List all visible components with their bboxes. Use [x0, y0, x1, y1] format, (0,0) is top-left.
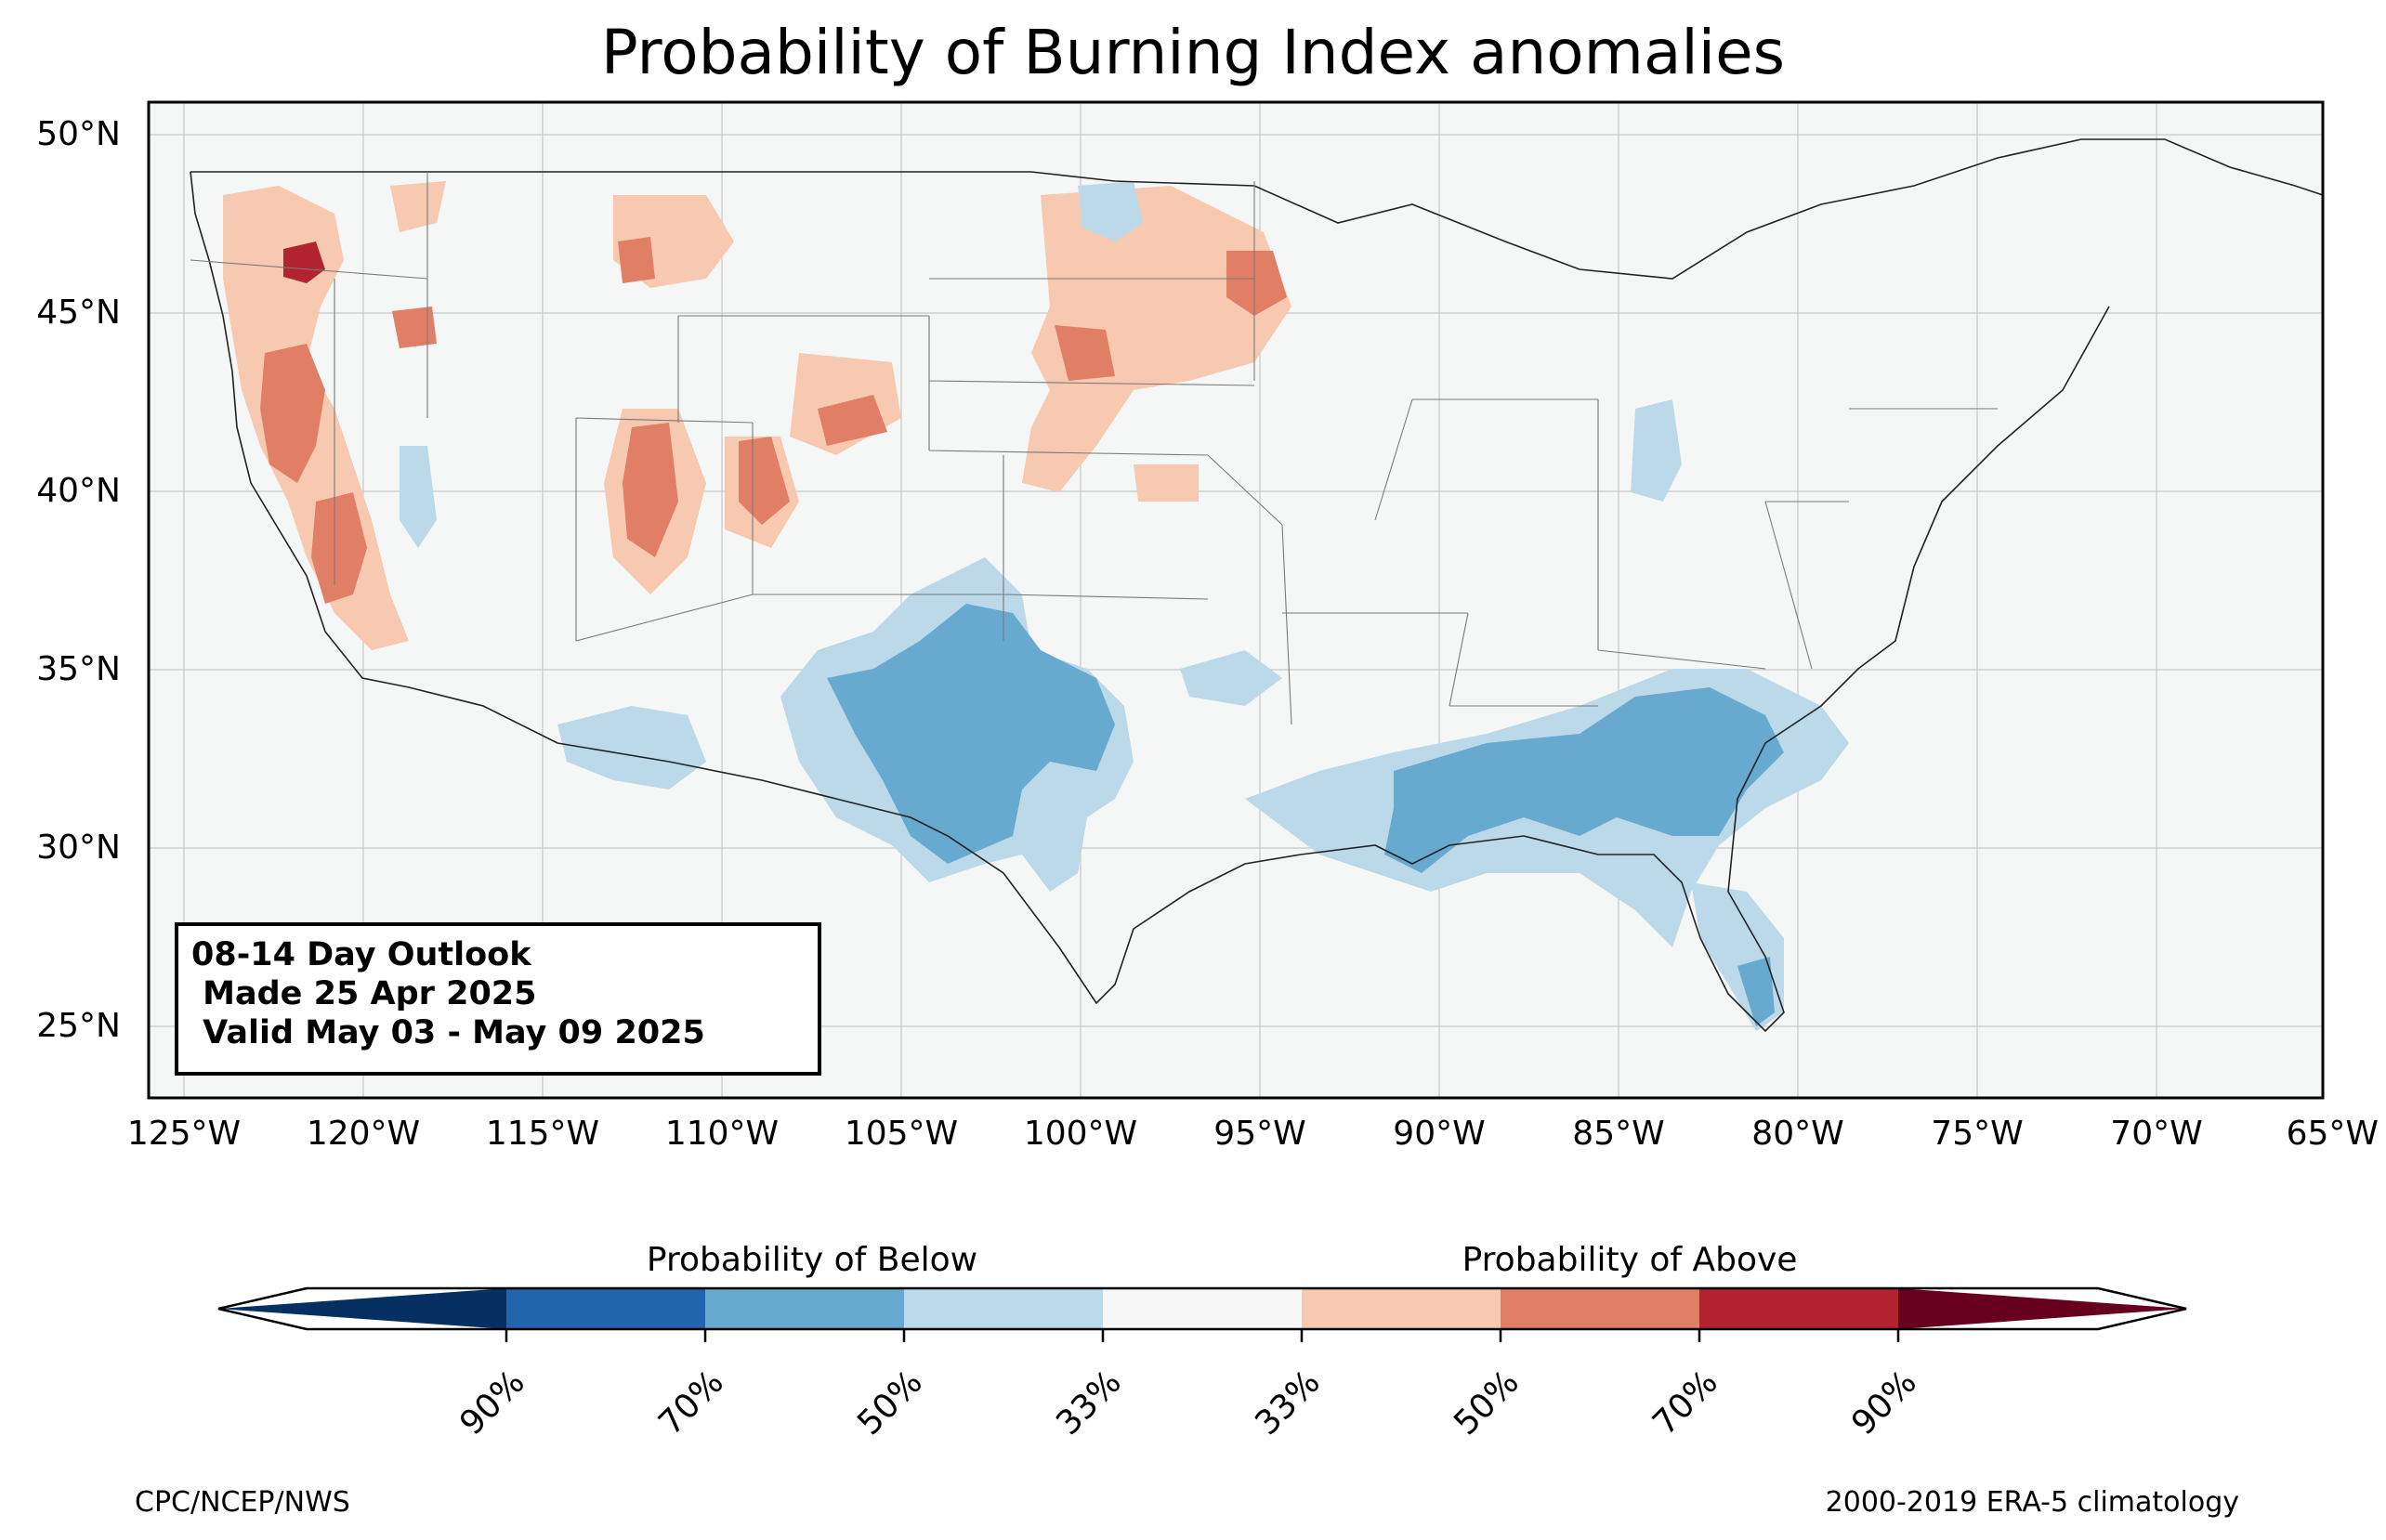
footer-source: CPC/NCEP/NWS: [135, 1486, 350, 1519]
below-33-north-dakota: [1078, 181, 1143, 241]
state-lines: [190, 172, 1998, 725]
colorbar-segment-7: [1699, 1288, 1898, 1329]
lat-label-25: 25°N: [36, 1007, 121, 1045]
lat-label-30: 30°N: [36, 829, 121, 867]
colorbar-ticks: [505, 1329, 1900, 1342]
lon-label-125: 125°W: [126, 1115, 242, 1153]
above-50-utah: [623, 423, 678, 557]
lon-label-85: 85°W: [1572, 1115, 1665, 1153]
below-50-florida: [1737, 957, 1775, 1026]
lon-label-75: 75°W: [1931, 1115, 2024, 1153]
above-50-dakotas-east: [1226, 251, 1287, 316]
below-33-arkansas: [1180, 650, 1282, 706]
above-50-nebraska: [818, 395, 887, 446]
above-50-nevada: [311, 492, 367, 604]
lon-label-110: 110°W: [664, 1115, 780, 1153]
above-normal-shading: [223, 181, 1291, 650]
map-frame: [147, 100, 2325, 1100]
below-33-arizona: [557, 706, 706, 790]
colorbar-segment-1: [506, 1288, 705, 1329]
lon-label-65: 65°W: [2286, 1115, 2379, 1153]
above-50-oregon: [260, 344, 325, 483]
outlook-period: 08-14 Day Outlook: [191, 936, 531, 973]
below-33-california: [400, 446, 437, 548]
outlook-valid-range: Valid May 03 - May 09 2025: [191, 1014, 705, 1051]
colorbar-below-title: Probability of Below: [646, 1241, 978, 1279]
lon-label-80: 80°W: [1751, 1115, 1844, 1153]
above-33-kansas: [1134, 464, 1199, 502]
above-50-dakotas-west: [1055, 325, 1115, 381]
lon-label-70: 70°W: [2110, 1115, 2203, 1153]
footer-climatology: 2000-2019 ERA-5 climatology: [1825, 1486, 2239, 1519]
below-50-texas: [827, 604, 1115, 864]
below-33-ohio-valley: [1631, 399, 1682, 502]
below-normal-shading: [400, 181, 1849, 1031]
map-title: Probability of Burning Index anomalies: [600, 17, 1786, 88]
lon-label-115: 115°W: [485, 1115, 600, 1153]
outlook-info-box: 08-14 Day Outlook Made 25 Apr 2025 Valid…: [175, 922, 821, 1076]
lon-label-105: 105°W: [844, 1115, 959, 1153]
above-50-montana: [618, 237, 655, 283]
us-outline: [190, 138, 2324, 1033]
colorbar-segment-2: [705, 1288, 904, 1329]
lat-label-50: 50°N: [36, 115, 121, 153]
lon-label-100: 100°W: [1023, 1115, 1138, 1153]
boundaries: [190, 138, 2324, 1033]
above-50-wyoming: [739, 437, 790, 525]
above-70-washington: [283, 241, 325, 283]
above-33-dakotas: [1022, 186, 1291, 492]
lon-label-120: 120°W: [306, 1115, 421, 1153]
lat-label-40: 40°N: [36, 472, 121, 510]
lat-label-35: 35°N: [36, 650, 121, 688]
colorbar-segment-3: [904, 1288, 1103, 1329]
colorbar-segment-8: [1898, 1288, 2186, 1329]
lon-label-90: 90°W: [1393, 1115, 1486, 1153]
colorbar-segment-4: [1103, 1288, 1302, 1329]
colorbar-segment-5: [1302, 1288, 1501, 1329]
colorbar: [217, 1286, 2187, 1342]
colorbar-above-title: Probability of Above: [1462, 1241, 1798, 1279]
lon-label-95: 95°W: [1213, 1115, 1306, 1153]
outlook-made-date: Made 25 Apr 2025: [191, 975, 537, 1012]
colorbar-outline: [217, 1286, 2187, 1331]
below-50-southeast: [1384, 687, 1784, 873]
colorbar-segment-0: [218, 1288, 506, 1329]
above-50-idaho: [392, 307, 437, 348]
lat-label-45: 45°N: [36, 294, 121, 332]
colorbar-segment-6: [1501, 1288, 1699, 1329]
above-33-idaho: [390, 181, 446, 232]
